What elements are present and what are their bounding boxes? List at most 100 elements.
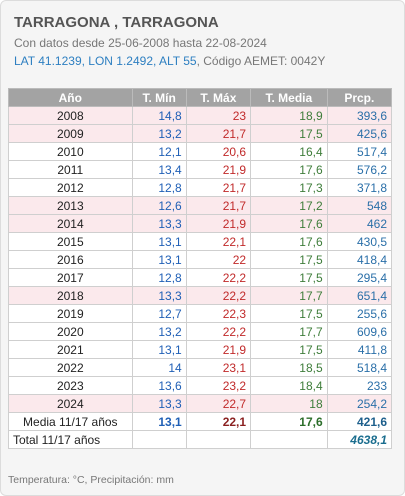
total-precipitation: 4638,1 bbox=[326, 430, 393, 449]
cell-min: 12,7 bbox=[131, 304, 187, 323]
cell-max: 22,3 bbox=[185, 304, 252, 323]
cell-year: 2010 bbox=[8, 142, 133, 161]
average-min: 13,1 bbox=[131, 412, 187, 431]
coordinates-text: LAT 41.1239, LON 1.2492, ALT 55 bbox=[14, 54, 197, 68]
cell-year: 2020 bbox=[8, 322, 133, 341]
average-label: Media 11/17 años bbox=[8, 412, 133, 431]
table-row: 2018 13,3 22,2 17,7 651,4 bbox=[8, 286, 393, 305]
average-max: 22,1 bbox=[185, 412, 252, 431]
cell-med: 17,2 bbox=[250, 196, 328, 215]
total-label: Total 11/17 años bbox=[8, 430, 133, 449]
cell-pre: 418,4 bbox=[326, 250, 393, 269]
cell-pre: 548 bbox=[326, 196, 393, 215]
cell-max: 21,7 bbox=[185, 178, 252, 197]
empty-cell bbox=[131, 430, 187, 449]
cell-year: 2015 bbox=[8, 232, 133, 251]
cell-max: 22,1 bbox=[185, 232, 252, 251]
cell-pre: 462 bbox=[326, 214, 393, 233]
cell-med: 17,5 bbox=[250, 268, 328, 287]
empty-cell bbox=[250, 430, 328, 449]
cell-max: 22,2 bbox=[185, 286, 252, 305]
cell-med: 18,4 bbox=[250, 376, 328, 395]
cell-year: 2023 bbox=[8, 376, 133, 395]
cell-med: 17,5 bbox=[250, 124, 328, 143]
table-row: 2016 13,1 22 17,5 418,4 bbox=[8, 250, 393, 269]
cell-year: 2011 bbox=[8, 160, 133, 179]
cell-pre: 255,6 bbox=[326, 304, 393, 323]
cell-max: 22 bbox=[185, 250, 252, 269]
cell-year: 2019 bbox=[8, 304, 133, 323]
table-row: 2014 13,3 21,9 17,6 462 bbox=[8, 214, 393, 233]
cell-max: 21,9 bbox=[185, 160, 252, 179]
cell-med: 17,6 bbox=[250, 160, 328, 179]
cell-med: 17,3 bbox=[250, 178, 328, 197]
column-header-tmin: T. Mín bbox=[131, 88, 187, 107]
cell-year: 2009 bbox=[8, 124, 133, 143]
cell-year: 2021 bbox=[8, 340, 133, 359]
cell-min: 12,6 bbox=[131, 196, 187, 215]
cell-pre: 517,4 bbox=[326, 142, 393, 161]
cell-pre: 393,6 bbox=[326, 106, 393, 125]
cell-pre: 518,4 bbox=[326, 358, 393, 377]
station-coordinates: LAT 41.1239, LON 1.2492, ALT 55, Código … bbox=[14, 54, 325, 68]
climate-table: Año T. Mín T. Máx T. Media Prcp. 2008 14,… bbox=[8, 88, 393, 449]
cell-max: 21,9 bbox=[185, 214, 252, 233]
cell-pre: 651,4 bbox=[326, 286, 393, 305]
cell-year: 2012 bbox=[8, 178, 133, 197]
table-row: 2017 12,8 22,2 17,5 295,4 bbox=[8, 268, 393, 287]
cell-min: 14 bbox=[131, 358, 187, 377]
units-footnote: Temperatura: °C, Precipitación: mm bbox=[8, 474, 174, 486]
cell-med: 17,7 bbox=[250, 322, 328, 341]
column-header-tmedia: T. Media bbox=[250, 88, 328, 107]
cell-max: 21,7 bbox=[185, 124, 252, 143]
table-header-row: Año T. Mín T. Máx T. Media Prcp. bbox=[8, 88, 393, 107]
cell-min: 13,3 bbox=[131, 394, 187, 413]
table-row: 2021 13,1 21,9 17,5 411,8 bbox=[8, 340, 393, 359]
cell-med: 18,9 bbox=[250, 106, 328, 125]
cell-pre: 609,6 bbox=[326, 322, 393, 341]
cell-min: 13,6 bbox=[131, 376, 187, 395]
cell-pre: 430,5 bbox=[326, 232, 393, 251]
average-row: Media 11/17 años 13,1 22,1 17,6 421,6 bbox=[8, 412, 393, 431]
cell-min: 13,1 bbox=[131, 250, 187, 269]
cell-min: 12,8 bbox=[131, 178, 187, 197]
table-row: 2010 12,1 20,6 16,4 517,4 bbox=[8, 142, 393, 161]
aemet-code-text: , Código AEMET: 0042Y bbox=[196, 54, 326, 68]
table-row: 2013 12,6 21,7 17,2 548 bbox=[8, 196, 393, 215]
cell-min: 13,4 bbox=[131, 160, 187, 179]
total-row: Total 11/17 años 4638,1 bbox=[8, 430, 393, 449]
cell-year: 2024 bbox=[8, 394, 133, 413]
cell-med: 17,5 bbox=[250, 250, 328, 269]
cell-year: 2018 bbox=[8, 286, 133, 305]
cell-med: 17,5 bbox=[250, 340, 328, 359]
average-med: 17,6 bbox=[250, 412, 328, 431]
cell-med: 17,6 bbox=[250, 214, 328, 233]
cell-min: 13,2 bbox=[131, 322, 187, 341]
average-pre: 421,6 bbox=[326, 412, 393, 431]
empty-cell bbox=[185, 430, 252, 449]
cell-pre: 295,4 bbox=[326, 268, 393, 287]
cell-min: 12,1 bbox=[131, 142, 187, 161]
cell-min: 13,3 bbox=[131, 286, 187, 305]
cell-year: 2022 bbox=[8, 358, 133, 377]
table-row: 2011 13,4 21,9 17,6 576,2 bbox=[8, 160, 393, 179]
cell-year: 2016 bbox=[8, 250, 133, 269]
cell-max: 21,7 bbox=[185, 196, 252, 215]
cell-pre: 254,2 bbox=[326, 394, 393, 413]
cell-pre: 425,6 bbox=[326, 124, 393, 143]
station-title: TARRAGONA , TARRAGONA bbox=[14, 14, 219, 31]
cell-med: 18 bbox=[250, 394, 328, 413]
cell-med: 17,6 bbox=[250, 232, 328, 251]
cell-min: 14,8 bbox=[131, 106, 187, 125]
table-row: 2022 14 23,1 18,5 518,4 bbox=[8, 358, 393, 377]
cell-med: 18,5 bbox=[250, 358, 328, 377]
cell-pre: 233 bbox=[326, 376, 393, 395]
column-header-prcp: Prcp. bbox=[326, 88, 393, 107]
cell-max: 22,2 bbox=[185, 322, 252, 341]
cell-max: 23,2 bbox=[185, 376, 252, 395]
cell-year: 2013 bbox=[8, 196, 133, 215]
column-header-tmax: T. Máx bbox=[185, 88, 252, 107]
cell-pre: 411,8 bbox=[326, 340, 393, 359]
column-header-year: Año bbox=[8, 88, 133, 107]
